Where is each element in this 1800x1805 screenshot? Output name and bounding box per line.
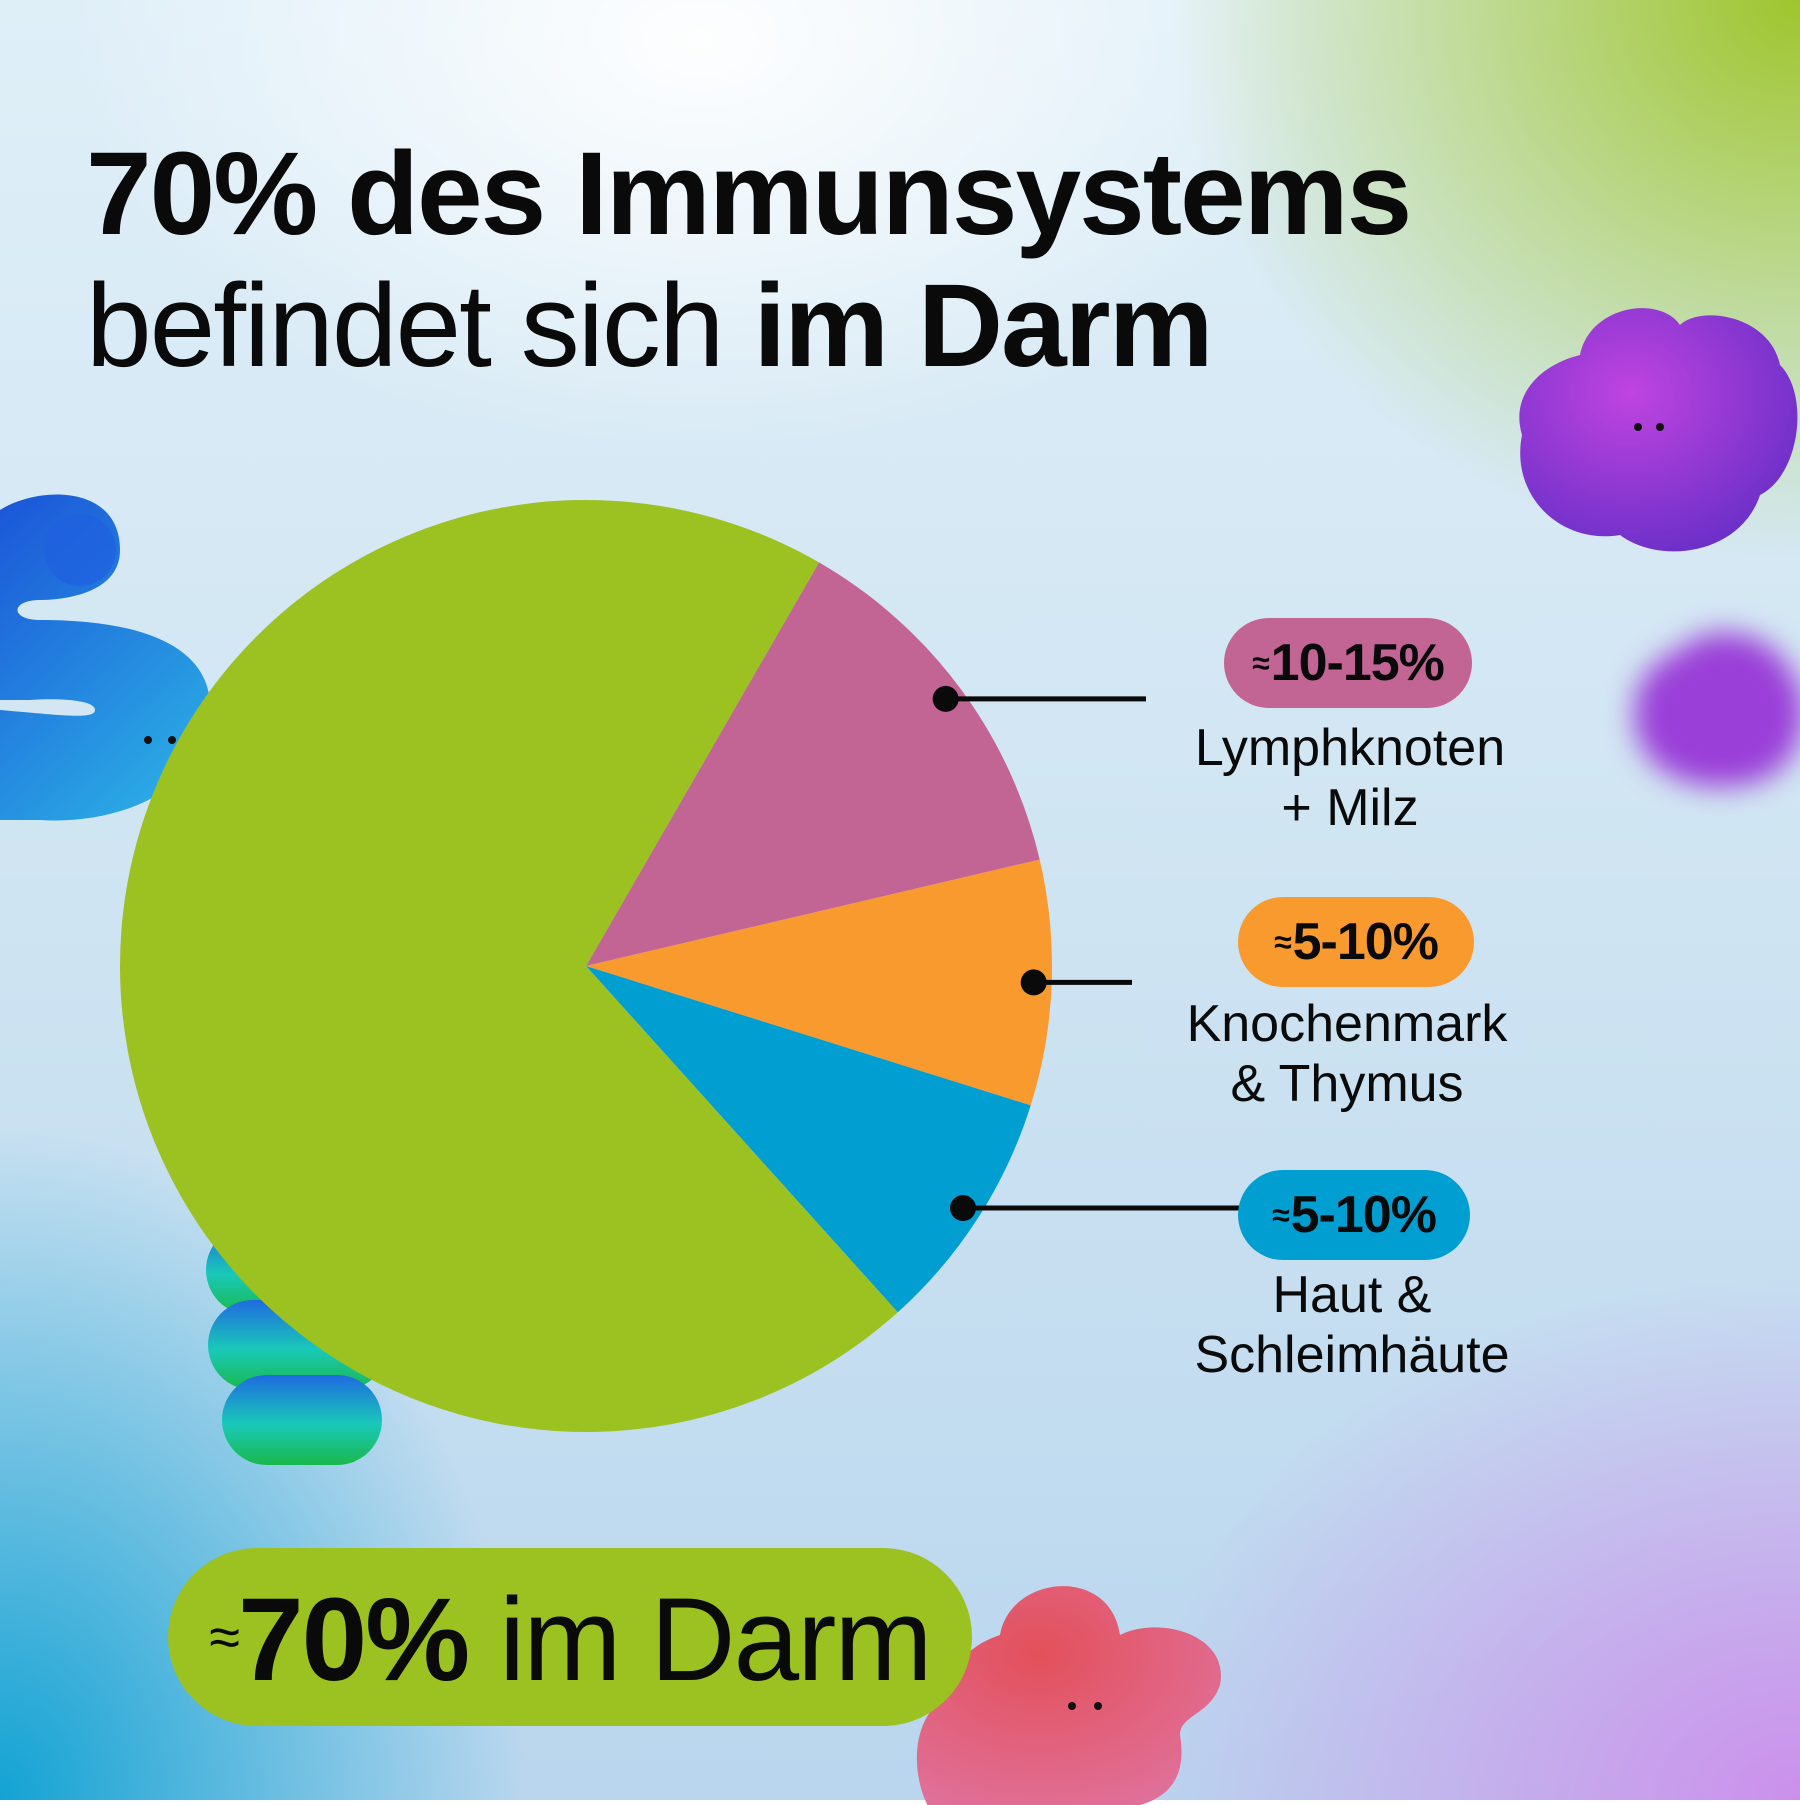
callout-connector-dot — [949, 1195, 976, 1222]
headline-line2-bold: im Darm — [753, 260, 1213, 392]
callout-label-knochenmark: Knochenmark & Thymus — [1186, 995, 1508, 1113]
bottom-darm-badge: ≈70% im Darm — [168, 1548, 972, 1726]
callout-pill-lymph: ≈10-15% — [1224, 618, 1472, 708]
callout-pill-knochenmark: ≈5-10% — [1238, 897, 1474, 987]
callout-connector-dot — [932, 685, 959, 712]
pie-slice-knochenmark-thymus — [586, 859, 1052, 1106]
blurred-purple-blob-icon — [1634, 632, 1800, 787]
blue-worm-character-icon — [0, 494, 211, 821]
callout-label-lymph: Lymphknoten + Milz — [1194, 719, 1506, 837]
headline-line2-regular: befindet sich — [86, 260, 754, 392]
headline-line1: 70% des Immunsystems — [86, 128, 1412, 260]
callout-pill-haut: ≈5-10% — [1238, 1170, 1470, 1260]
pie-slice-darm — [120, 500, 898, 1432]
pie-slice-lymphknoten-milz — [586, 562, 1040, 966]
red-blob-character-icon — [916, 1586, 1221, 1805]
pie-slice-haut-schleimhäute — [586, 966, 1031, 1313]
headline: 70% des Immunsystems befindet sich im Dar… — [86, 128, 1412, 392]
callout-label-haut: Haut & Schleimhäute — [1194, 1266, 1510, 1384]
purple-blob-character-icon — [1519, 308, 1798, 552]
callout-connector-dot — [1020, 969, 1047, 996]
